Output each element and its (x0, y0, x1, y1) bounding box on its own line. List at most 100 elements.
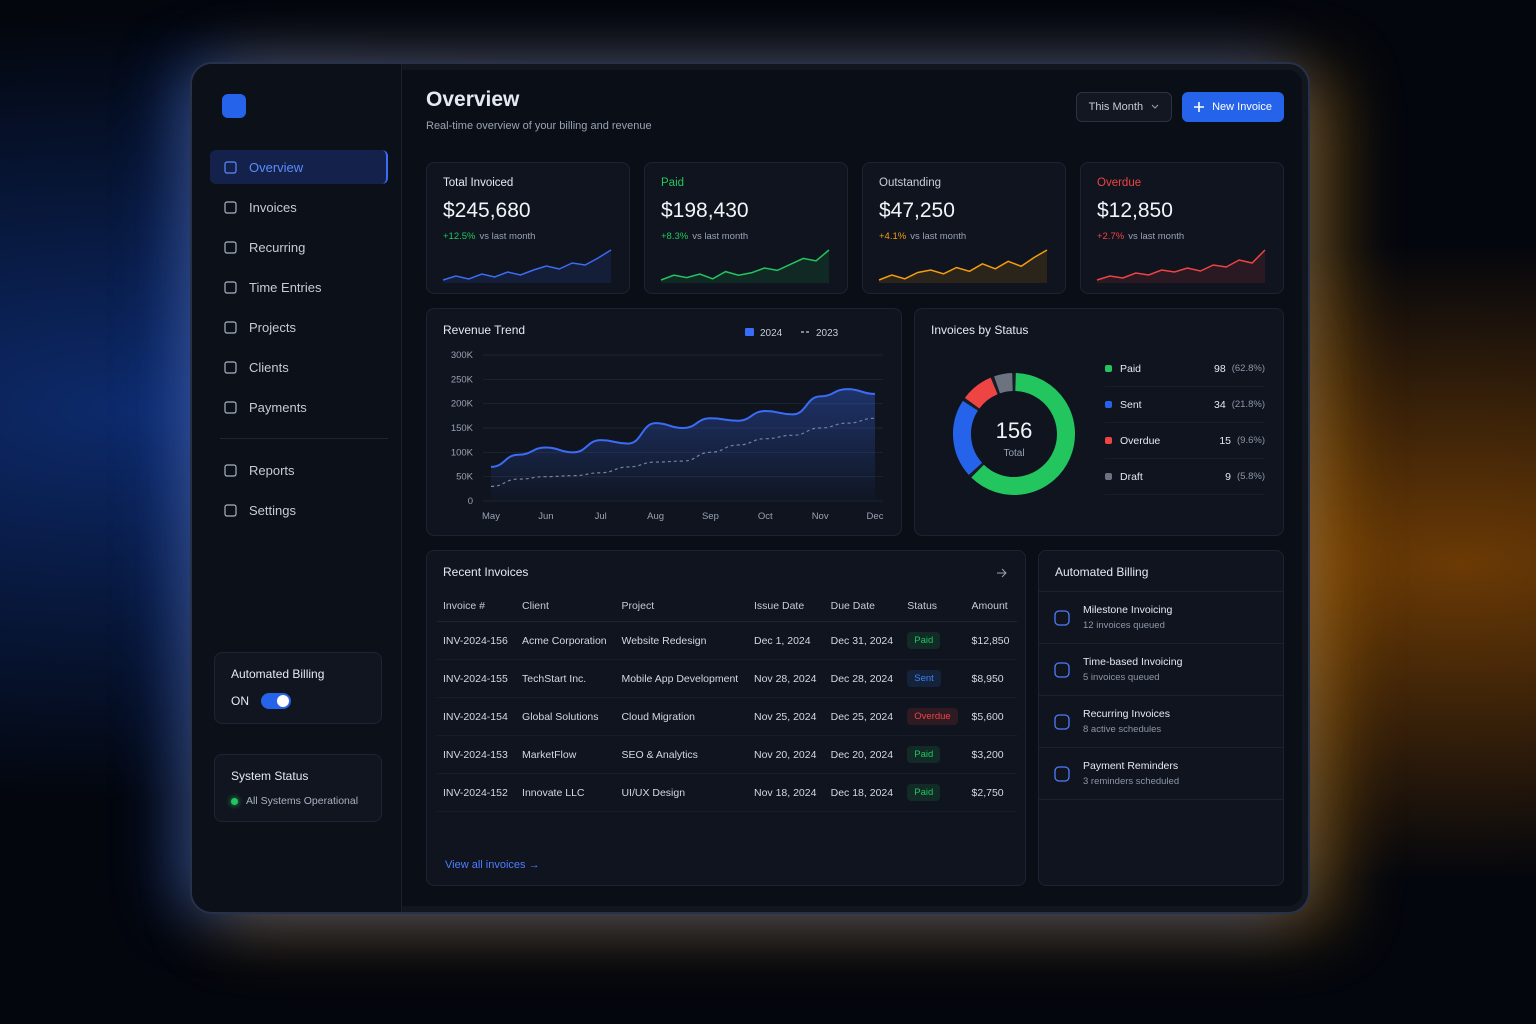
y-tick-label: 250K (451, 374, 474, 385)
nav-label: Invoices (249, 199, 297, 215)
legend-share: (5.8%) (1237, 471, 1265, 482)
legend-count: 34 (1214, 398, 1226, 411)
table-cell: INV-2024-156 (437, 621, 517, 660)
kpi-change: +2.7% (1097, 231, 1125, 242)
legend-swatch (1105, 437, 1112, 444)
automation-item[interactable]: Milestone Invoicing 12 invoices queued (1039, 592, 1283, 644)
status-cell: Paid (901, 735, 966, 774)
arrow-icon[interactable] (997, 568, 1007, 578)
donut-segment (953, 400, 983, 475)
status-cell: Paid (901, 773, 966, 812)
sparkline-line (878, 249, 1048, 281)
y-tick-label: 50K (456, 472, 474, 483)
new-invoice-button[interactable]: New Invoice (1182, 92, 1284, 122)
donut-segment (994, 373, 1014, 394)
table-cell: MarketFlow (516, 735, 616, 774)
sparkline-area (879, 250, 1047, 283)
divider (220, 438, 388, 439)
nav-item[interactable]: Reports (210, 453, 388, 487)
nav-item[interactable]: Clients (210, 350, 388, 384)
kpi-label: Total Invoiced (443, 177, 514, 189)
page-subtitle: Real-time overview of your billing and r… (426, 120, 652, 132)
table-cell: Dec 1, 2024 (747, 621, 825, 660)
table-cell: Dec 28, 2024 (824, 659, 902, 698)
automation-detail: 8 active schedules (1083, 724, 1162, 735)
icon-shape (1054, 713, 1070, 730)
legend-share: (9.6%) (1237, 435, 1265, 446)
table-row[interactable]: INV-2024-154 Global Solutions Cloud Migrat… (437, 697, 1017, 736)
kpi-label: Paid (661, 177, 685, 189)
table-cell: Acme Corporation (516, 621, 616, 660)
table-row[interactable]: INV-2024-156 Acme Corporation Website Rede… (437, 621, 1017, 660)
table-row[interactable]: INV-2024-155 TechStart Inc. Mobile App Dev… (437, 659, 1017, 698)
kpi-change-note: vs last month (1128, 231, 1185, 242)
nav-item[interactable]: Time Entries (210, 270, 388, 304)
automation-title: Milestone Invoicing (1083, 604, 1173, 616)
status-cell: Paid (901, 621, 966, 660)
automation-item[interactable]: Payment Reminders 3 reminders scheduled (1039, 748, 1283, 800)
kpi-card: Overdue $12,850 +2.7% vs last month (1080, 162, 1284, 294)
kpi-value: $47,250 (879, 199, 955, 222)
automation-detail: 5 invoices queued (1083, 672, 1160, 683)
table-cell: $8,950 (965, 659, 1017, 698)
kpi-label: Outstanding (879, 177, 942, 189)
automation-item[interactable]: Recurring Invoices 8 active schedules (1039, 696, 1283, 748)
nav-item[interactable]: Settings (210, 493, 388, 527)
toggle[interactable] (261, 693, 291, 709)
table-row[interactable]: INV-2024-152 Innovate LLC UI/UX Design Nov … (437, 773, 1017, 812)
chevron-icon (1151, 104, 1159, 109)
page-title: Overview (426, 88, 520, 111)
plus-icon (1194, 102, 1205, 112)
nav-item[interactable]: Recurring (210, 230, 388, 264)
table-cell: SEO & Analytics (615, 735, 748, 774)
sparkline-area (443, 250, 611, 283)
x-tick-label: May (482, 511, 500, 522)
column-header: Project (615, 591, 748, 622)
view-all-link[interactable]: View all invoices → (445, 859, 540, 871)
revenue-panel: Revenue Trend 0 50K 100K 150K 200K 250K 300K Ma… (426, 308, 902, 536)
kpi-row: Total Invoiced $245,680 +12.5% vs last mont… (426, 162, 1284, 294)
revenue-chart: 0 50K 100K 150K 200K 250K 300K May Jun Jul Aug Sep O… (451, 328, 884, 522)
status-card: System Status All Systems Operational (214, 754, 382, 822)
x-tick-label: Sep (702, 511, 719, 522)
nav-item[interactable]: Overview (210, 150, 388, 184)
x-tick-label: Jul (595, 511, 607, 522)
panel-title: Automated Billing (1055, 565, 1149, 579)
column-header: Invoice # (437, 591, 517, 622)
automation-item[interactable]: Time-based Invoicing 5 invoices queued (1039, 644, 1283, 696)
table-cell: Dec 20, 2024 (824, 735, 902, 774)
legend-share: (62.8%) (1231, 363, 1265, 374)
nav-icon (224, 400, 237, 414)
column-header: Issue Date (747, 591, 825, 622)
y-tick-label: 0 (468, 496, 473, 507)
automation-text: Milestone Invoicing 12 invoices queued (1083, 604, 1172, 631)
nav-item[interactable]: Payments (210, 390, 388, 424)
kpi-change: +12.5% (443, 231, 476, 242)
table-cell: $12,850 (965, 621, 1017, 660)
table-header: Invoice # Client Project Issue Date Due Date… (437, 591, 1017, 622)
table-cell: Nov 20, 2024 (747, 735, 825, 774)
automation-icon (1054, 765, 1070, 782)
period-select[interactable]: This Month (1075, 92, 1173, 122)
kpi-change-row: +2.7% vs last month (1097, 231, 1267, 242)
icon-shape (1054, 661, 1070, 678)
kpi-change-note: vs last month (479, 231, 536, 242)
sparkline-line (442, 249, 612, 281)
nav-item[interactable]: Invoices (210, 190, 388, 224)
nav: Overview Invoices Recurring Time Entries Pro… (210, 150, 388, 533)
automation-icon (1054, 713, 1070, 730)
sparkline-area (1097, 250, 1265, 283)
device-frame: Overview Invoices Recurring Time Entries Pro… (190, 62, 1310, 914)
sparkline-line (1096, 249, 1266, 281)
table-cell: INV-2024-155 (437, 659, 517, 698)
nav-label: Recurring (249, 239, 306, 255)
nav-icon (224, 240, 237, 254)
donut-segment (964, 377, 998, 409)
period-label: This Month (1088, 101, 1144, 113)
nav-item[interactable]: Projects (210, 310, 388, 344)
table-cell: $2,750 (965, 773, 1017, 812)
legend-label: Draft (1120, 470, 1143, 483)
automation-title: Recurring Invoices (1083, 708, 1170, 720)
table-row[interactable]: INV-2024-153 MarketFlow SEO & Analytics Nov… (437, 735, 1017, 774)
nav-label: Reports (249, 462, 295, 478)
